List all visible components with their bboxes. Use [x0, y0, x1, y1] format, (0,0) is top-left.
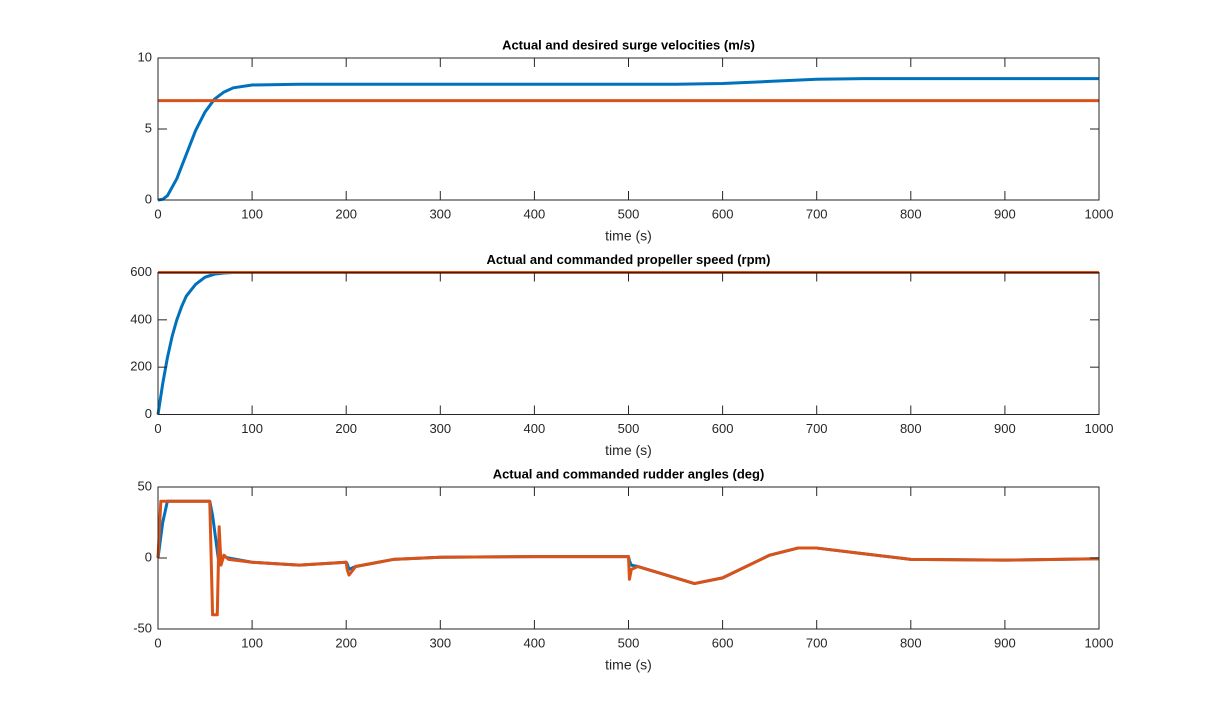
x-tick-label: 1000: [1085, 421, 1114, 436]
x-tick-label: 400: [524, 206, 546, 221]
y-tick-label: 0: [145, 191, 152, 206]
x-tick-label: 100: [241, 206, 263, 221]
x-tick-label: 700: [806, 421, 828, 436]
chart-title: Actual and commanded rudder angles (deg): [493, 466, 765, 481]
x-tick-label: 300: [429, 635, 451, 650]
y-tick-label: 5: [145, 120, 152, 135]
x-tick-label: 800: [900, 635, 922, 650]
x-tick-label: 0: [154, 635, 161, 650]
x-tick-label: 900: [994, 206, 1016, 221]
x-tick-label: 700: [806, 206, 828, 221]
x-tick-label: 200: [335, 206, 357, 221]
data-line: [156, 499, 1100, 617]
chart-title: Actual and desired surge velocities (m/s…: [502, 37, 755, 52]
x-axis-label: time (s): [605, 657, 652, 673]
x-tick-label: 0: [154, 421, 161, 436]
y-tick-label: 10: [138, 49, 152, 64]
chart-title: Actual and commanded propeller speed (rp…: [487, 252, 771, 267]
x-tick-label: 900: [994, 635, 1016, 650]
y-tick-label: 0: [145, 549, 152, 564]
x-tick-label: 200: [335, 635, 357, 650]
x-axis-label: time (s): [605, 228, 652, 244]
x-tick-label: 300: [429, 421, 451, 436]
x-tick-label: 300: [429, 206, 451, 221]
y-tick-label: 400: [130, 311, 152, 326]
x-tick-label: 1000: [1085, 206, 1114, 221]
x-tick-label: 400: [524, 421, 546, 436]
x-tick-label: 800: [900, 421, 922, 436]
y-tick-label: 50: [138, 478, 152, 493]
x-tick-label: 600: [712, 421, 734, 436]
x-tick-label: 1000: [1085, 635, 1114, 650]
y-tick-label: 0: [145, 406, 152, 421]
x-tick-label: 600: [712, 635, 734, 650]
x-tick-label: 0: [154, 206, 161, 221]
axes-background: [158, 58, 1099, 200]
x-tick-label: 500: [618, 421, 640, 436]
x-tick-label: 500: [618, 635, 640, 650]
x-tick-label: 400: [524, 635, 546, 650]
x-tick-label: 700: [806, 635, 828, 650]
y-tick-label: -50: [133, 620, 152, 635]
x-tick-label: 200: [335, 421, 357, 436]
y-tick-label: 200: [130, 359, 152, 374]
axes-background: [158, 272, 1099, 415]
x-tick-label: 100: [241, 421, 263, 436]
x-tick-label: 500: [618, 206, 640, 221]
x-tick-label: 100: [241, 635, 263, 650]
x-tick-label: 600: [712, 206, 734, 221]
x-tick-label: 900: [994, 421, 1016, 436]
x-axis-label: time (s): [605, 442, 652, 458]
x-tick-label: 800: [900, 206, 922, 221]
y-tick-label: 600: [130, 264, 152, 279]
data-line: [157, 77, 1099, 202]
